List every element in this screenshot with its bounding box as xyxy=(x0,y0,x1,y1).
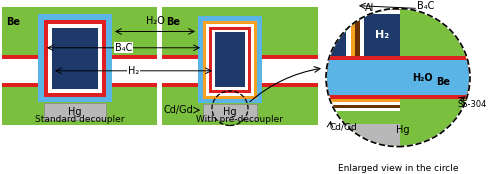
Bar xyxy=(2,56,157,59)
Bar xyxy=(326,53,470,102)
Bar xyxy=(206,24,254,96)
Bar xyxy=(203,104,257,120)
Text: Enlarged view in the circle: Enlarged view in the circle xyxy=(338,164,458,173)
Bar xyxy=(215,32,245,87)
Bar xyxy=(360,10,405,14)
Bar xyxy=(326,47,470,108)
Bar xyxy=(162,56,318,87)
Bar xyxy=(360,14,364,56)
Bar xyxy=(2,56,157,87)
Bar xyxy=(400,47,500,108)
Bar xyxy=(350,6,355,56)
Bar xyxy=(364,14,400,56)
Text: With pre-decoupler: With pre-decoupler xyxy=(196,114,284,124)
Text: Al: Al xyxy=(366,3,374,13)
Bar xyxy=(326,0,403,56)
Text: Cd/Gd: Cd/Gd xyxy=(330,123,358,132)
Bar xyxy=(400,53,500,102)
Bar xyxy=(346,1,350,56)
Text: Hg: Hg xyxy=(223,107,237,117)
Bar xyxy=(209,27,251,93)
Bar xyxy=(326,56,470,99)
Bar xyxy=(326,124,470,147)
Bar xyxy=(355,6,405,10)
Bar xyxy=(162,83,318,87)
Text: B₄C: B₄C xyxy=(418,1,434,11)
Bar xyxy=(326,44,470,111)
Circle shape xyxy=(326,9,470,147)
Bar xyxy=(355,10,360,56)
Bar xyxy=(203,21,257,99)
Text: Be: Be xyxy=(436,77,450,87)
Text: Standard decoupler: Standard decoupler xyxy=(35,114,124,124)
Bar xyxy=(400,0,500,56)
Text: H₂: H₂ xyxy=(375,30,389,40)
Text: Hg: Hg xyxy=(68,107,82,117)
Text: H₂: H₂ xyxy=(128,66,139,76)
Text: B₄C: B₄C xyxy=(115,43,132,53)
Text: Be: Be xyxy=(6,17,20,27)
Bar xyxy=(162,7,318,125)
Text: H₂O: H₂O xyxy=(146,16,165,26)
Bar xyxy=(162,56,318,59)
Bar xyxy=(400,60,500,95)
Bar xyxy=(400,99,500,147)
Bar xyxy=(198,16,262,103)
Bar xyxy=(212,30,248,90)
Bar xyxy=(400,44,500,111)
Bar xyxy=(48,24,102,93)
Bar xyxy=(38,14,112,102)
Text: Cd/Gd: Cd/Gd xyxy=(163,105,193,115)
Bar xyxy=(350,1,405,6)
Bar xyxy=(44,20,106,97)
Text: Be: Be xyxy=(166,17,180,27)
Bar xyxy=(346,0,405,1)
Text: Hg: Hg xyxy=(396,125,410,135)
Bar xyxy=(2,83,157,87)
Text: SS-304: SS-304 xyxy=(458,100,488,109)
Bar xyxy=(44,103,106,120)
Bar xyxy=(400,56,500,99)
Bar xyxy=(400,50,500,105)
Text: H₂O: H₂O xyxy=(412,73,432,82)
Bar xyxy=(326,60,470,95)
Bar xyxy=(52,28,98,89)
Bar xyxy=(326,50,470,105)
Bar xyxy=(2,7,157,125)
